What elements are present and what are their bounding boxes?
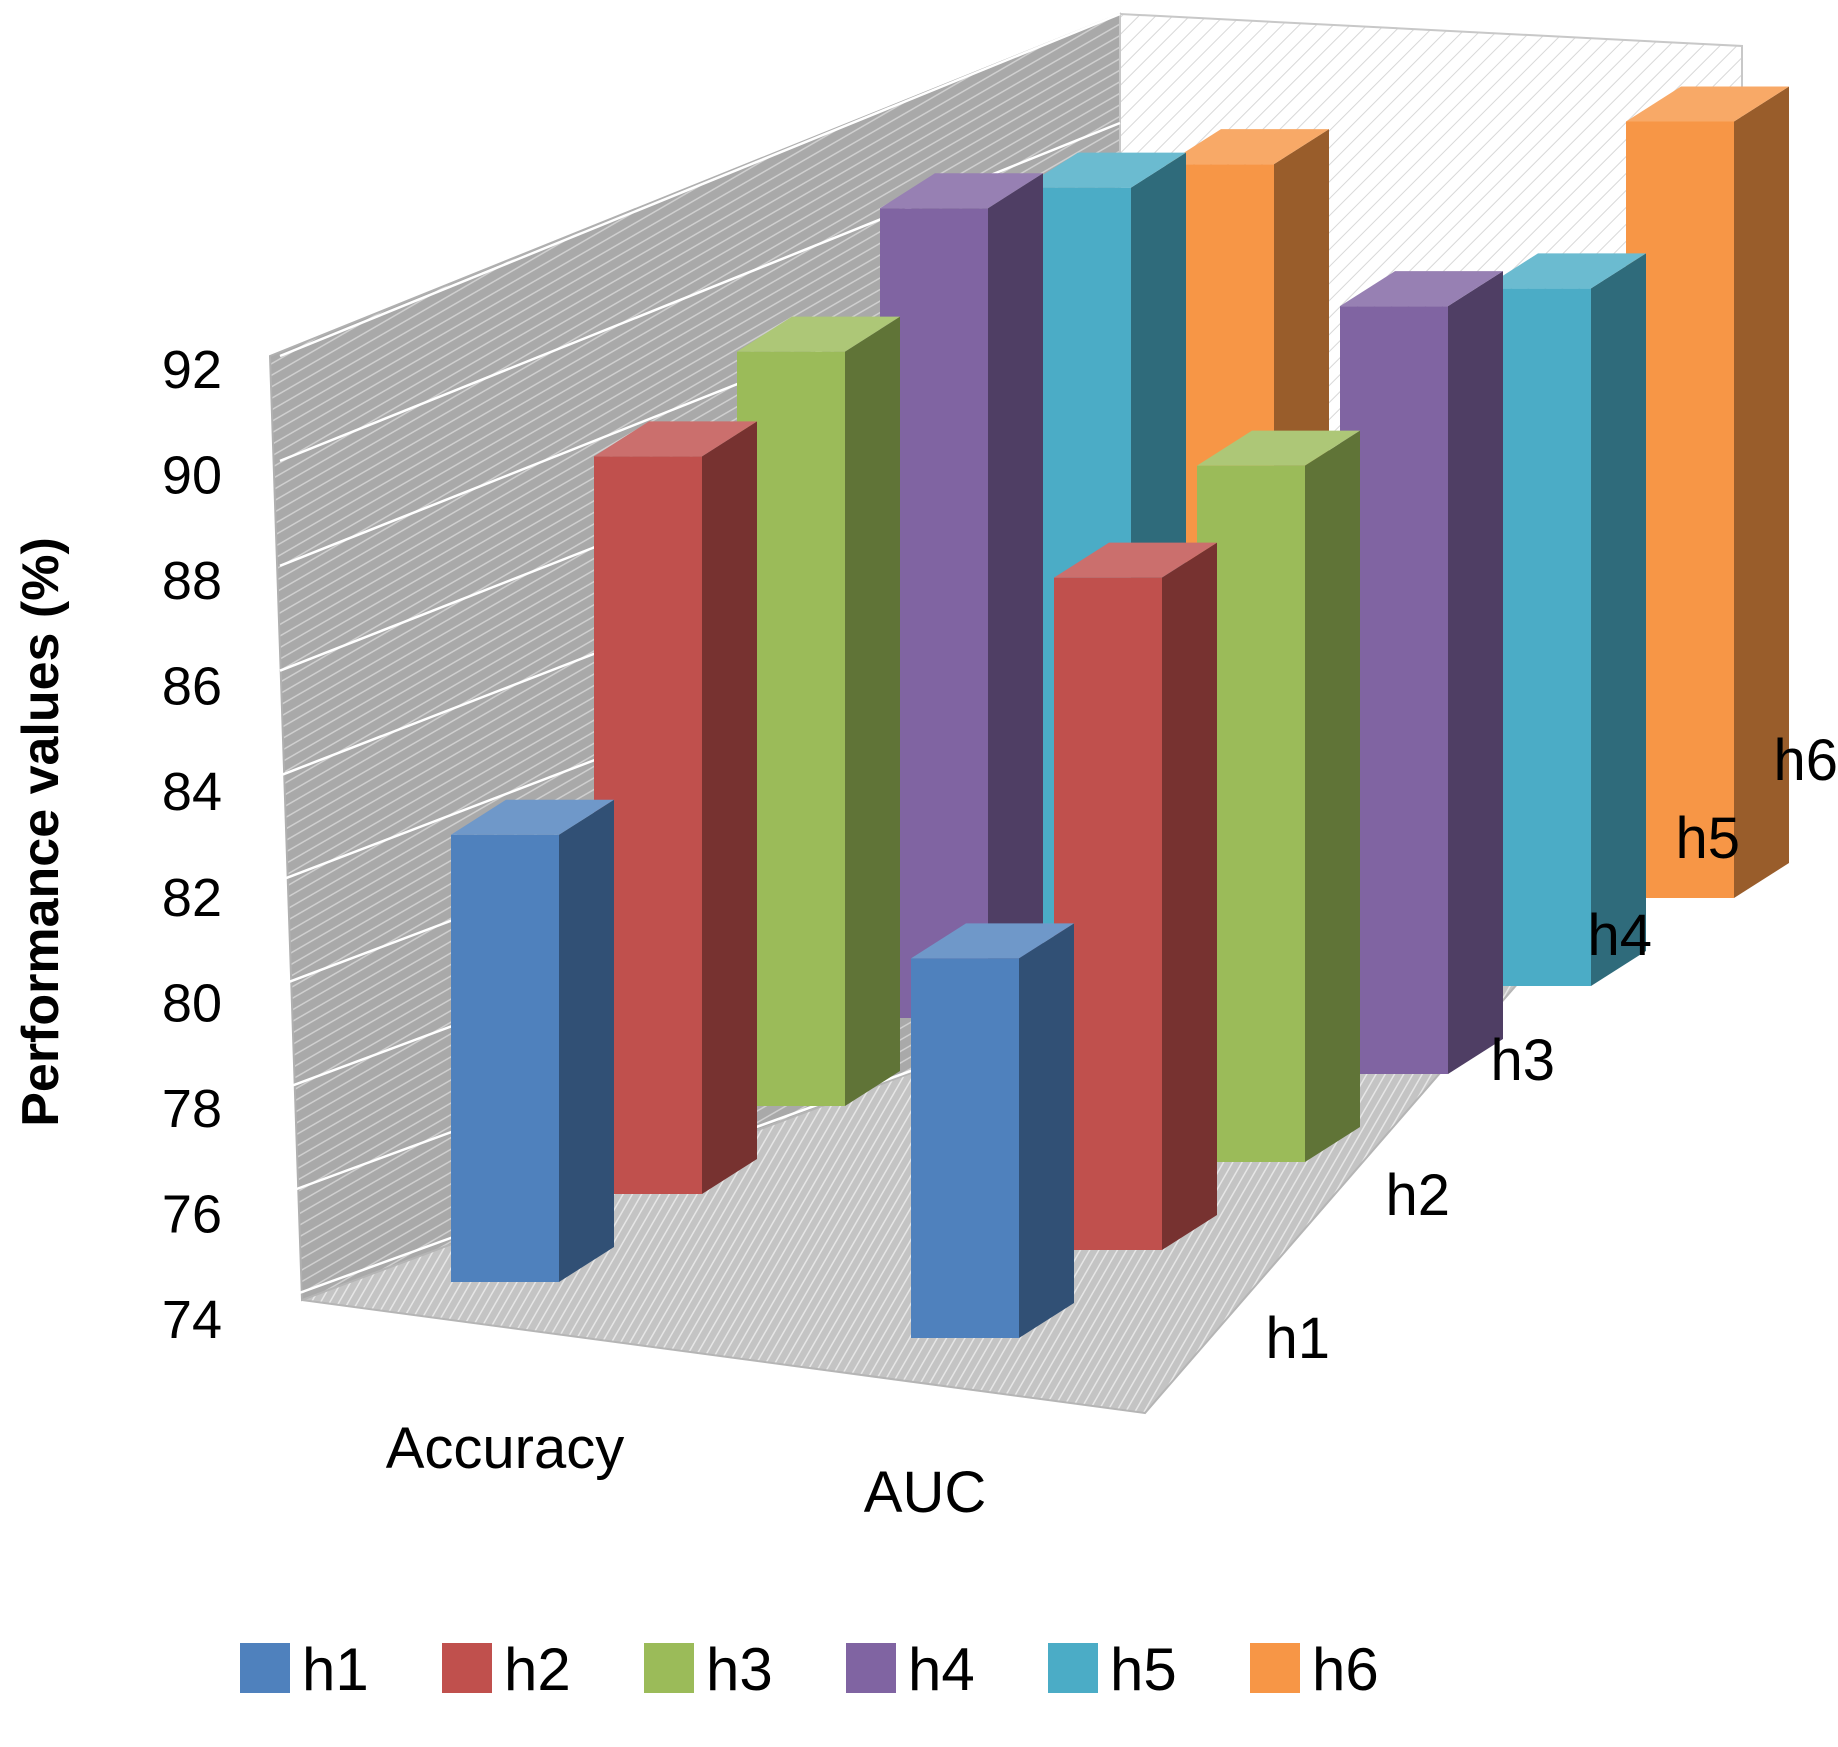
bar-front — [1626, 121, 1734, 898]
bar-h3-accuracy — [737, 316, 900, 1107]
bar-h4-accuracy — [880, 173, 1043, 1019]
y-tick-label: 88 — [162, 551, 222, 611]
bar-h3-auc — [1197, 430, 1360, 1163]
bar-h4-auc — [1340, 271, 1503, 1075]
bar-side — [988, 173, 1043, 1019]
bar-front — [1054, 577, 1162, 1250]
legend-swatch — [846, 1643, 896, 1693]
bar-top — [1054, 542, 1217, 578]
legend: h1 h2 h3 h4 h5 h6 — [240, 1636, 1379, 1703]
legend-label: h2 — [504, 1636, 571, 1703]
bar-top — [880, 173, 1043, 209]
grid-line — [279, 12, 1121, 358]
bar-h1-accuracy — [451, 799, 614, 1282]
depth-label: h4 — [1587, 903, 1652, 968]
bar-top — [1023, 152, 1186, 188]
bar-top — [737, 316, 900, 352]
legend-label: h5 — [1110, 1636, 1177, 1703]
bar-side — [1734, 86, 1789, 898]
bar-front — [451, 834, 559, 1282]
legend-label: h4 — [908, 1636, 975, 1703]
bar-front — [594, 456, 702, 1194]
bar-front — [1197, 465, 1305, 1163]
bar-side — [1591, 253, 1646, 987]
y-tick-label: 86 — [162, 657, 222, 717]
legend-swatch — [1048, 1643, 1098, 1693]
bar-side — [702, 421, 757, 1194]
legend-swatch — [240, 1643, 290, 1693]
bar-h5-auc — [1483, 253, 1646, 987]
bar-top — [1483, 253, 1646, 289]
bar-top — [1626, 86, 1789, 122]
category-label: Accuracy — [386, 1416, 625, 1481]
axes: Performance values (%) 74 76 78 80 82 84 86 88 9… — [12, 340, 1838, 1525]
y-tick-label: 90 — [162, 446, 222, 506]
bar-side — [1448, 271, 1503, 1075]
bar-side — [1305, 430, 1360, 1163]
bar-front — [1340, 306, 1448, 1075]
y-tick-label: 78 — [162, 1079, 222, 1139]
bar-h1-auc — [911, 923, 1074, 1338]
bar-h2-auc — [1054, 542, 1217, 1250]
depth-label: h5 — [1675, 806, 1740, 871]
depth-label: h6 — [1773, 728, 1838, 793]
bar-side — [845, 316, 900, 1107]
bar-top — [1197, 430, 1360, 466]
y-tick-label: 84 — [162, 762, 222, 822]
legend-swatch — [442, 1643, 492, 1693]
legend-swatch — [1250, 1643, 1300, 1693]
legend-label: h1 — [302, 1636, 369, 1703]
bar-side — [1019, 923, 1074, 1338]
y-tick-label: 80 — [162, 973, 222, 1033]
bars — [451, 86, 1789, 1338]
bar-top — [1340, 271, 1503, 307]
bar-top — [451, 799, 614, 835]
bar-front — [737, 351, 845, 1107]
bar-h6-auc — [1626, 86, 1789, 898]
bar-top — [594, 421, 757, 457]
depth-label: h1 — [1265, 1306, 1330, 1371]
bar-side — [559, 799, 614, 1282]
bar-front — [911, 958, 1019, 1338]
legend-label: h6 — [1312, 1636, 1379, 1703]
bar-front — [1483, 288, 1591, 986]
depth-label: h3 — [1490, 1028, 1555, 1093]
y-tick-label: 92 — [162, 340, 222, 400]
category-label: AUC — [864, 1460, 986, 1525]
depth-label: h2 — [1385, 1163, 1450, 1228]
legend-label: h3 — [706, 1636, 773, 1703]
y-tick-label: 74 — [162, 1290, 222, 1350]
bar-h2-accuracy — [594, 421, 757, 1194]
bar-top — [1166, 129, 1329, 165]
bar-front — [880, 208, 988, 1019]
bar-side — [1162, 542, 1217, 1250]
y-axis-title: Performance values (%) — [12, 537, 70, 1127]
legend-swatch — [644, 1643, 694, 1693]
y-tick-label: 76 — [162, 1184, 222, 1244]
bar-top — [911, 923, 1074, 959]
y-tick-label: 82 — [162, 868, 222, 928]
